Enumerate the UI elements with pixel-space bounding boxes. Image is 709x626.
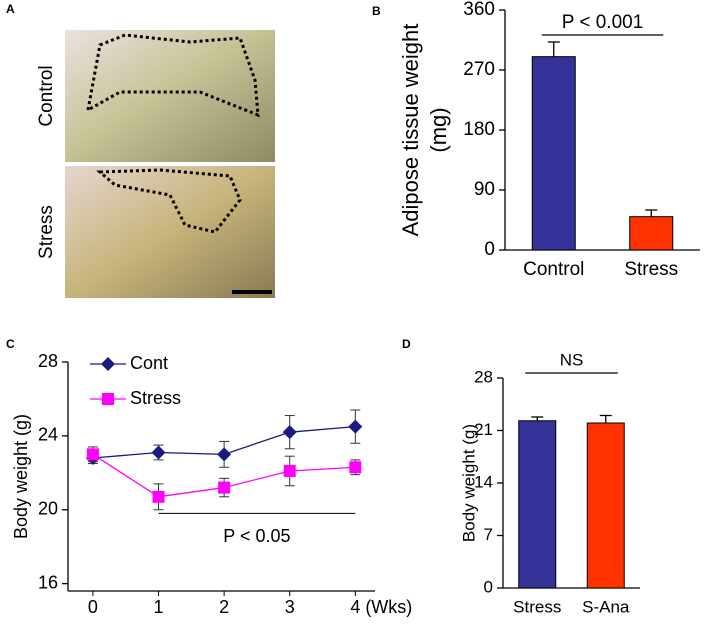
- legend-marker: [102, 393, 114, 405]
- x-tick-label: 3: [285, 597, 295, 617]
- x-tick-label: 4: [350, 597, 360, 617]
- photo-label: Stress: [36, 205, 57, 259]
- x-tick-label: Stress: [624, 259, 678, 280]
- legend-label: Cont: [130, 353, 168, 373]
- x-tick-label: 1: [154, 597, 164, 617]
- x-tick-label: Stress: [513, 597, 561, 616]
- marker: [282, 425, 297, 440]
- marker: [217, 447, 232, 462]
- y-tick-label: 180: [463, 119, 495, 140]
- y-tick-label: 21: [474, 420, 493, 439]
- bar: [518, 420, 557, 589]
- photo: [65, 30, 275, 162]
- photo: [65, 166, 275, 298]
- y-tick-label: 20: [38, 498, 58, 518]
- panel-label: B: [372, 4, 381, 18]
- annotation: NS: [560, 350, 584, 369]
- y-tick-label: 14: [474, 472, 493, 491]
- y-tick-label: 0: [484, 239, 495, 260]
- x-tick-label: S-Ana: [582, 597, 630, 616]
- y-axis-label: Body weight (g): [11, 414, 31, 539]
- panel-label: D: [402, 337, 411, 351]
- outline: [85, 33, 260, 118]
- marker: [349, 461, 362, 474]
- x-tick-label: Control: [523, 259, 584, 280]
- legend-marker: [101, 357, 115, 371]
- scale-bar: [232, 290, 272, 294]
- x-tick-label: 0: [88, 597, 98, 617]
- x-axis-label: (Wks): [365, 597, 412, 617]
- y-tick-label: 0: [484, 577, 493, 596]
- y-tick-label: 90: [474, 179, 495, 200]
- y-tick-label: 28: [474, 367, 493, 386]
- panel-label: A: [6, 2, 15, 16]
- legend-label: Stress: [130, 388, 181, 408]
- y-axis-label: (mg): [426, 107, 451, 152]
- marker: [218, 481, 231, 494]
- bar: [531, 56, 576, 251]
- marker: [86, 448, 99, 461]
- y-tick-label: 24: [38, 425, 58, 445]
- marker: [283, 464, 296, 477]
- y-tick-label: 16: [38, 572, 58, 592]
- y-tick-label: 7: [484, 525, 493, 544]
- bar: [586, 422, 625, 589]
- y-axis-label: Adipose tissue weight: [398, 24, 423, 237]
- y-tick-label: 270: [463, 59, 495, 80]
- x-tick-label: 2: [219, 597, 229, 617]
- panel-label: C: [6, 337, 15, 351]
- y-axis-label: Body weight (g): [459, 424, 478, 542]
- annotation: P < 0.001: [562, 12, 644, 33]
- marker: [348, 419, 363, 434]
- photo-label: Control: [36, 65, 57, 126]
- annotation: P < 0.05: [223, 526, 290, 546]
- y-tick-label: 28: [38, 351, 58, 371]
- marker: [151, 445, 166, 460]
- y-tick-label: 360: [463, 0, 495, 20]
- bar: [629, 216, 674, 251]
- marker: [152, 490, 165, 503]
